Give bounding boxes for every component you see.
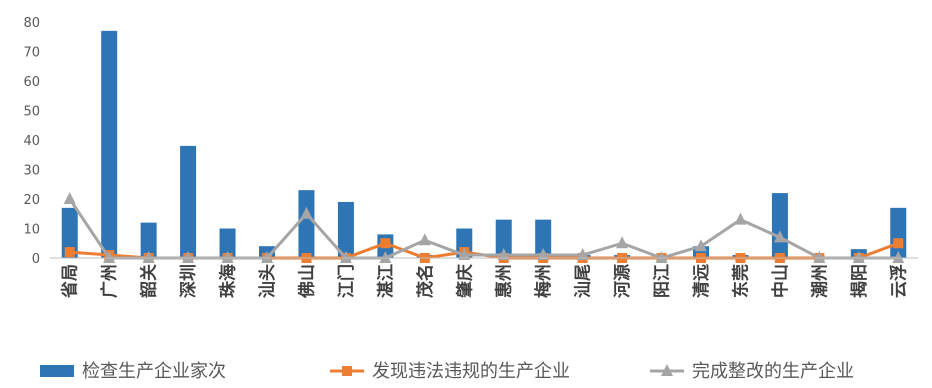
point-square-湛江 <box>380 238 391 249</box>
legend-swatch-marker <box>661 364 673 376</box>
x-category-label: 清远 <box>691 264 712 298</box>
x-category-label: 梅州 <box>533 264 554 298</box>
bar-珠海 <box>219 228 236 258</box>
x-category-label: 江门 <box>336 264 357 298</box>
x-category-label: 河源 <box>612 264 633 298</box>
x-category-label: 省局 <box>60 264 81 299</box>
y-tick-label: 40 <box>23 134 40 149</box>
point-triangle-省局 <box>63 192 76 204</box>
x-category-label: 茂名 <box>415 264 436 298</box>
point-square-省局 <box>64 247 75 258</box>
x-category-label: 惠州 <box>494 264 515 298</box>
y-tick-label: 60 <box>23 75 40 90</box>
point-triangle-潮州 <box>813 251 826 263</box>
y-axis-ticks: 0 10 20 30 40 50 60 70 80 <box>23 16 40 267</box>
y-tick-label: 20 <box>23 193 40 208</box>
bar-韶关 <box>140 222 157 258</box>
y-tick-label: 70 <box>23 46 40 61</box>
bar-省局 <box>61 207 78 258</box>
bar-深圳 <box>180 145 197 258</box>
x-category-label: 湛江 <box>375 264 396 298</box>
point-triangle-中山 <box>773 230 786 243</box>
x-category-label: 深圳 <box>178 264 199 298</box>
bar-series <box>61 30 907 258</box>
point-triangle-清远 <box>695 239 707 252</box>
legend-item: 检查生产企业家次 <box>40 361 226 382</box>
bar-惠州 <box>495 219 512 258</box>
legend-item: 发现违法违规的生产企业 <box>330 361 570 382</box>
point-triangle-韶关 <box>142 251 155 263</box>
x-category-label: 肇庆 <box>454 264 475 298</box>
point-triangle-云浮 <box>892 251 905 263</box>
point-triangle-深圳 <box>182 251 195 263</box>
x-category-label: 汕尾 <box>574 264 594 298</box>
legend-label: 发现违法违规的生产企业 <box>372 361 570 382</box>
x-category-label: 云浮 <box>888 264 909 298</box>
x-category-label: 揭阳 <box>849 264 870 298</box>
y-tick-label: 80 <box>23 16 40 31</box>
point-triangle-肇庆 <box>458 248 471 261</box>
point-triangle-东莞 <box>734 212 747 225</box>
x-category-label: 广州 <box>99 264 120 298</box>
legend-label: 检查生产企业家次 <box>82 361 226 382</box>
bar-广州 <box>101 30 118 258</box>
point-square-云浮 <box>893 238 904 249</box>
x-category-label: 佛山 <box>296 264 317 299</box>
bar-中山 <box>771 193 788 258</box>
point-triangle-汕头 <box>261 251 273 263</box>
x-category-label: 珠海 <box>218 264 239 298</box>
legend-item: 完成整改的生产企业 <box>650 361 854 382</box>
x-axis-category-labels: 省局 广州 韶关 深圳 珠海 汕头 佛山 江门 湛江 茂名 肇庆 惠州 梅州 汕尾 河源 阳江 清远 东莞 中山 潮州… <box>60 264 910 299</box>
x-category-label: 东莞 <box>730 264 751 298</box>
legend-label: 完成整改的生产企业 <box>692 361 854 382</box>
legend-swatch-marker <box>342 366 352 376</box>
point-triangle-茂名 <box>418 233 431 246</box>
y-tick-label: 0 <box>32 252 40 267</box>
point-triangle-江门 <box>339 251 352 263</box>
x-category-label: 潮州 <box>809 264 830 298</box>
legend-swatch-bar <box>40 365 74 377</box>
point-triangle-梅州 <box>537 248 550 261</box>
legend: 检查生产企业家次 发现违法违规的生产企业 完成整改的生产企业 <box>40 361 854 382</box>
x-category-label: 汕头 <box>258 264 278 298</box>
x-category-label: 中山 <box>770 264 791 298</box>
point-triangle-汕尾 <box>576 248 589 261</box>
point-triangle-广州 <box>103 251 116 263</box>
y-tick-label: 30 <box>23 164 40 179</box>
x-category-label: 阳江 <box>653 264 673 298</box>
point-triangle-湛江 <box>379 251 392 263</box>
bar-江门 <box>337 201 354 258</box>
point-triangle-佛山 <box>300 206 313 219</box>
bar-梅州 <box>535 219 552 258</box>
bar-云浮 <box>890 207 907 258</box>
point-triangle-揭阳 <box>852 251 865 263</box>
x-category-label: 韶关 <box>139 264 160 298</box>
point-triangle-河源 <box>616 236 629 249</box>
bar-清远 <box>693 246 709 258</box>
y-tick-label: 10 <box>23 223 40 238</box>
y-tick-label: 50 <box>23 105 40 120</box>
point-triangle-惠州 <box>497 248 510 261</box>
point-triangle-珠海 <box>221 251 234 263</box>
point-triangle-阳江 <box>655 251 668 263</box>
bar-佛山 <box>298 190 315 258</box>
